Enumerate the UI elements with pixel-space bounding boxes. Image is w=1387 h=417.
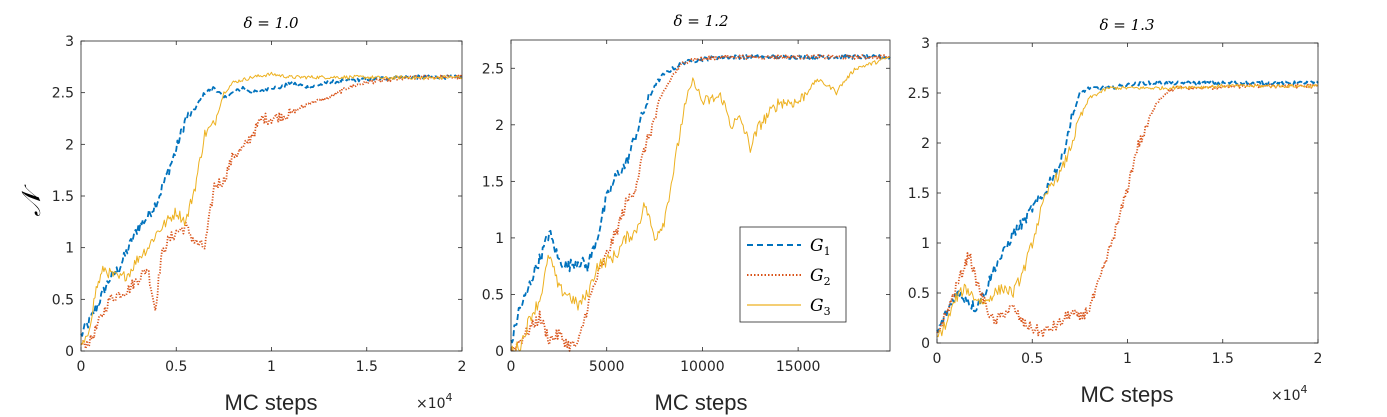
- panel-delta-1-0: δ = 1.0 0 0.5 1 1.5 2 0 0.5 1 1.5 2 2.5 3 𝒩 MC step…: [17, 14, 466, 415]
- y-tick-label: 2: [921, 136, 930, 152]
- axes-box: [510, 39, 891, 352]
- panel-delta-1-3: δ = 1.3 0 0.5 1 1.5 200.511.522.53 MC steps …: [908, 16, 1323, 407]
- y-tick-label: 2.5: [482, 61, 504, 77]
- y-tick-label: 1.5: [482, 174, 504, 190]
- tick-layer: 0 5000 10000 15000 0 0.5 1 1.5 2 2.5: [482, 40, 890, 375]
- tick-layer: 0 0.5 1 1.5 2 0 0.5 1 1.5 2 2.5 3: [908, 36, 1323, 367]
- x-tick-label: 0.5: [1021, 351, 1043, 367]
- panel-title: δ = 1.0: [244, 14, 299, 32]
- x-tick-label: 1: [267, 359, 276, 375]
- y-tick-label: 2.5: [52, 86, 74, 102]
- legend-label-g3-sub: 3: [824, 305, 831, 318]
- x-tick-label: 2: [1314, 351, 1323, 367]
- x-tick-label: 5000: [589, 359, 625, 375]
- x-tick-label: 0: [77, 359, 86, 375]
- y-tick-label: 3: [65, 34, 74, 50]
- x-exponent: ×104: [416, 391, 453, 412]
- x-exponent: ×104: [1271, 383, 1308, 404]
- panel-title: δ = 1.2: [674, 12, 729, 30]
- x-tick-label: 2: [458, 359, 467, 375]
- y-tick-label: 0: [495, 344, 504, 360]
- legend-label-g3: G3: [810, 296, 831, 318]
- series-layer: [510, 54, 891, 352]
- x-axis-label: MC steps: [655, 390, 748, 415]
- y-tick-label: 2.5: [908, 86, 930, 102]
- series-line-g3: [80, 71, 463, 345]
- x-axis-label: MC steps: [1081, 382, 1174, 407]
- series-layer: [80, 71, 463, 350]
- x-tick-label: 1: [1123, 351, 1132, 367]
- legend-label-g2: G2: [810, 266, 831, 288]
- legend-label-g1-main: G: [810, 236, 824, 256]
- x-axis-label: MC steps: [225, 390, 318, 415]
- x-exponent-base: ×10: [1271, 388, 1301, 404]
- y-axis-label: 𝒩: [17, 183, 47, 216]
- legend-label-g1-sub: 1: [824, 245, 831, 258]
- legend-label-g3-main: G: [810, 296, 824, 316]
- y-tick-label: 3: [921, 36, 930, 52]
- x-exponent-base: ×10: [416, 396, 446, 412]
- x-tick-label: 15000: [776, 359, 821, 375]
- y-tick-label: 0: [65, 344, 74, 360]
- y-tick-label: 0.5: [52, 292, 74, 308]
- series-line-g1: [510, 54, 891, 344]
- plot-area: [81, 41, 462, 351]
- y-tick-label: 0: [921, 336, 930, 352]
- y-tick-label: 1.5: [52, 189, 74, 205]
- panel-delta-1-2: δ = 1.2 0 5000 10000 15000 0 0.5 1 1.5 2 2.5 MC s…: [482, 12, 891, 415]
- x-tick-label: 0: [507, 359, 516, 375]
- y-tick-label: 1: [495, 231, 504, 247]
- panel-title: δ = 1.3: [1100, 16, 1155, 34]
- legend-label-g1: G1: [810, 236, 831, 258]
- legend: G1 G2 G3: [739, 226, 847, 323]
- x-tick-label: 1.5: [1212, 351, 1234, 367]
- legend-label-g2-sub: 2: [824, 275, 831, 288]
- x-tick-label: 0.5: [165, 359, 187, 375]
- y-tick-label: 1: [921, 236, 930, 252]
- x-exponent-power: 4: [446, 391, 453, 404]
- series-line-g3: [510, 56, 891, 352]
- series-line-g3: [936, 83, 1319, 338]
- legend-label-g2-main: G: [810, 266, 824, 286]
- x-tick-label: 0: [933, 351, 942, 367]
- tick-layer: 0 0.5 1 1.5 2 0 0.5 1 1.5 2 2.5 3: [52, 34, 467, 375]
- x-tick-label: 1.5: [356, 359, 378, 375]
- series-line-g2: [936, 83, 1319, 339]
- y-tick-label: 1: [65, 241, 74, 257]
- y-tick-label: 2: [65, 137, 74, 153]
- x-exponent-power: 4: [1301, 383, 1308, 396]
- x-tick-label: 10000: [680, 359, 725, 375]
- series-line-g2: [510, 54, 891, 352]
- y-tick-label: 0.5: [482, 287, 504, 303]
- y-tick-label: 0.5: [908, 286, 930, 302]
- y-tick-label: 2: [495, 118, 504, 134]
- series-layer: [936, 80, 1319, 339]
- y-tick-label: 1.5: [908, 186, 930, 202]
